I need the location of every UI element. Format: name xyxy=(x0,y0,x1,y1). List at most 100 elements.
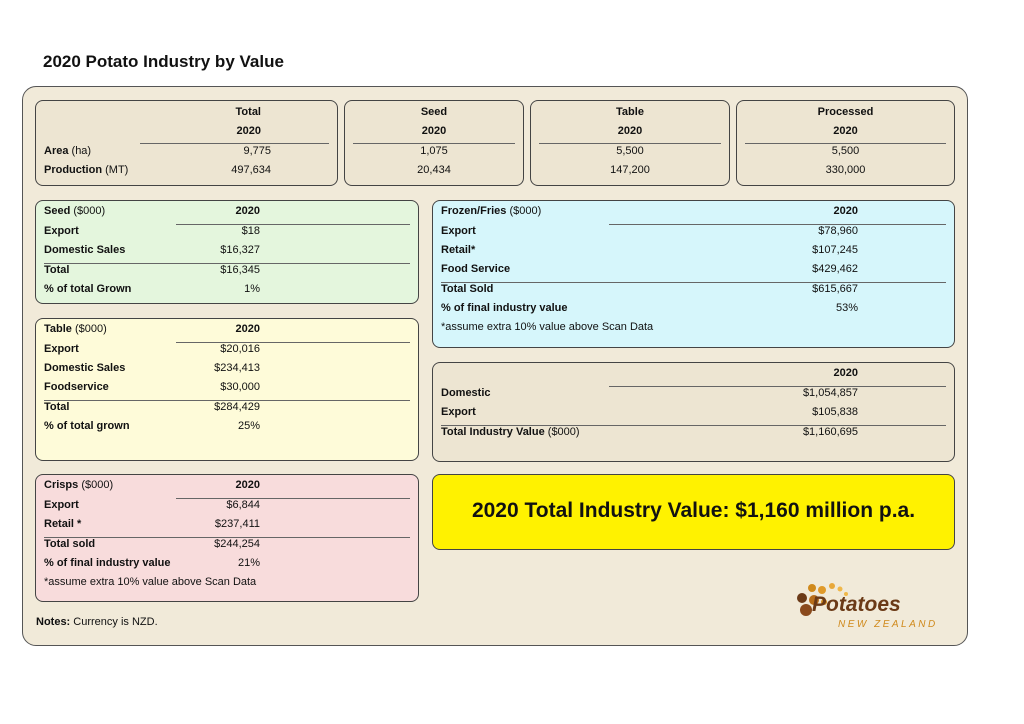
industry-row-value: $105,838 xyxy=(812,406,858,418)
divider xyxy=(353,143,515,144)
crisps-row-label: % of final industry value xyxy=(44,557,171,569)
seed-year: 2020 xyxy=(421,125,447,137)
frozen-row-value: $107,245 xyxy=(812,244,858,256)
seed-row-label: Export xyxy=(44,225,79,237)
crisps-row-value: $237,411 xyxy=(214,518,260,530)
frozen-row-label: Retail* xyxy=(441,244,476,256)
seed-box-year: 2020 xyxy=(235,205,260,217)
divider xyxy=(745,143,946,144)
processed-header: Processed xyxy=(817,106,874,118)
crisps-row-value: 21% xyxy=(237,557,260,569)
seed-row-value: $18 xyxy=(241,225,260,237)
table-area: 5,500 xyxy=(616,145,644,157)
table-row-label: Foodservice xyxy=(44,381,109,393)
divider xyxy=(176,224,410,225)
seed-row-label: Domestic Sales xyxy=(44,244,126,256)
total-production: 497,634 xyxy=(231,164,271,176)
table-row-label: Domestic Sales xyxy=(44,362,126,374)
seed-production: 20,434 xyxy=(417,164,451,176)
industry-row-label: Export xyxy=(441,406,476,418)
divider xyxy=(441,425,946,426)
crisps-row-label: Export xyxy=(44,499,79,511)
frozen-row-value: 53% xyxy=(835,302,858,314)
seed-row-value: 1% xyxy=(244,283,260,295)
industry-row-label: Domestic xyxy=(441,387,491,399)
industry-row-value: $1,160,695 xyxy=(802,426,858,438)
summary-total-box: Total 2020 Area (ha) 9,775 Production (M… xyxy=(35,100,338,186)
summary-table-box: Table 2020 5,500 147,200 xyxy=(530,100,730,186)
frozen-row-value: $78,960 xyxy=(818,225,858,237)
industry-total-box: 2020 Domestic $1,054,857 Export $105,838… xyxy=(432,362,955,462)
table-value-box: Table ($000) 2020 Export $20,016 Domesti… xyxy=(35,318,419,461)
industry-total-label: Total Industry Value ($000) xyxy=(441,426,580,438)
crisps-row-value: $6,844 xyxy=(226,499,260,511)
seed-header: Seed xyxy=(420,106,448,118)
crisps-row-label: Total sold xyxy=(44,538,96,550)
production-label: Production (MT) xyxy=(44,164,129,176)
table-year: 2020 xyxy=(617,125,643,137)
area-label: Area (ha) xyxy=(44,145,92,157)
divider xyxy=(609,224,946,225)
total-area: 9,775 xyxy=(243,145,271,157)
crisps-box-year: 2020 xyxy=(235,479,260,491)
table-row-label: % of total grown xyxy=(44,420,130,432)
frozen-fries-box: Frozen/Fries ($000) 2020 Export $78,960 … xyxy=(432,200,955,348)
processed-year: 2020 xyxy=(833,125,858,137)
divider xyxy=(140,143,329,144)
table-row-value: $30,000 xyxy=(220,381,260,393)
logo-subtitle: NEW ZEALAND xyxy=(838,619,938,630)
seed-row-value: $16,327 xyxy=(220,244,260,256)
table-row-value: $20,016 xyxy=(220,343,260,355)
crisps-row-value: $244,254 xyxy=(214,538,260,550)
table-row-label: Total xyxy=(44,401,70,413)
crisps-footnote: *assume extra 10% value above Scan Data xyxy=(44,576,257,588)
processed-production: 330,000 xyxy=(825,164,866,176)
divider xyxy=(44,400,410,401)
table-header: Table xyxy=(616,106,644,118)
crisps-value-box: Crisps ($000) 2020 Export $6,844 Retail … xyxy=(35,474,419,602)
frozen-row-value: $429,462 xyxy=(812,263,858,275)
seed-value-box: Seed ($000) 2020 Export $18 Domestic Sal… xyxy=(35,200,419,304)
crisps-row-label: Retail * xyxy=(44,518,82,530)
frozen-row-label: Export xyxy=(441,225,476,237)
table-row-label: Export xyxy=(44,343,79,355)
table-box-title: Table ($000) xyxy=(44,323,107,335)
frozen-footnote: *assume extra 10% value above Scan Data xyxy=(441,321,654,333)
logo-name: Potatoes xyxy=(812,593,901,616)
potatoes-nz-logo-icon xyxy=(797,583,848,616)
frozen-row-label: Food Service xyxy=(441,263,511,275)
industry-box-year: 2020 xyxy=(833,367,858,379)
summary-processed-box: Processed 2020 5,500 330,000 xyxy=(736,100,955,186)
notes: Notes: Currency is NZD. xyxy=(36,616,158,628)
divider xyxy=(44,537,410,538)
seed-row-label: % of total Grown xyxy=(44,283,132,295)
summary-seed-box: Seed 2020 1,075 20,434 xyxy=(344,100,524,186)
total-value-text: 2020 Total Industry Value: $1,160 millio… xyxy=(471,499,916,522)
total-year: 2020 xyxy=(236,125,261,137)
crisps-box-title: Crisps ($000) xyxy=(44,479,114,491)
table-row-value: $234,413 xyxy=(214,362,260,374)
seed-row-value: $16,345 xyxy=(220,264,260,276)
table-box-year: 2020 xyxy=(235,323,260,335)
divider xyxy=(176,342,410,343)
total-value-banner: 2020 Total Industry Value: $1,160 millio… xyxy=(432,474,955,550)
seed-box-title: Seed ($000) xyxy=(44,205,106,217)
page-title: 2020 Potato Industry by Value xyxy=(43,52,284,71)
industry-row-value: $1,054,857 xyxy=(802,387,858,399)
divider xyxy=(609,386,946,387)
processed-area: 5,500 xyxy=(831,145,860,157)
seed-row-label: Total xyxy=(44,264,70,276)
table-row-value: 25% xyxy=(237,420,260,432)
total-header: Total xyxy=(235,106,261,118)
frozen-box-title: Frozen/Fries ($000) xyxy=(441,205,542,217)
table-row-value: $284,429 xyxy=(214,401,260,413)
frozen-row-label: % of final industry value xyxy=(441,302,568,314)
frozen-box-year: 2020 xyxy=(833,205,858,217)
divider xyxy=(539,143,721,144)
table-production: 147,200 xyxy=(610,164,650,176)
seed-area: 1,075 xyxy=(420,145,448,157)
divider xyxy=(176,498,410,499)
divider xyxy=(44,263,410,264)
frozen-row-value: $615,667 xyxy=(812,283,858,295)
frozen-row-label: Total Sold xyxy=(441,283,494,295)
